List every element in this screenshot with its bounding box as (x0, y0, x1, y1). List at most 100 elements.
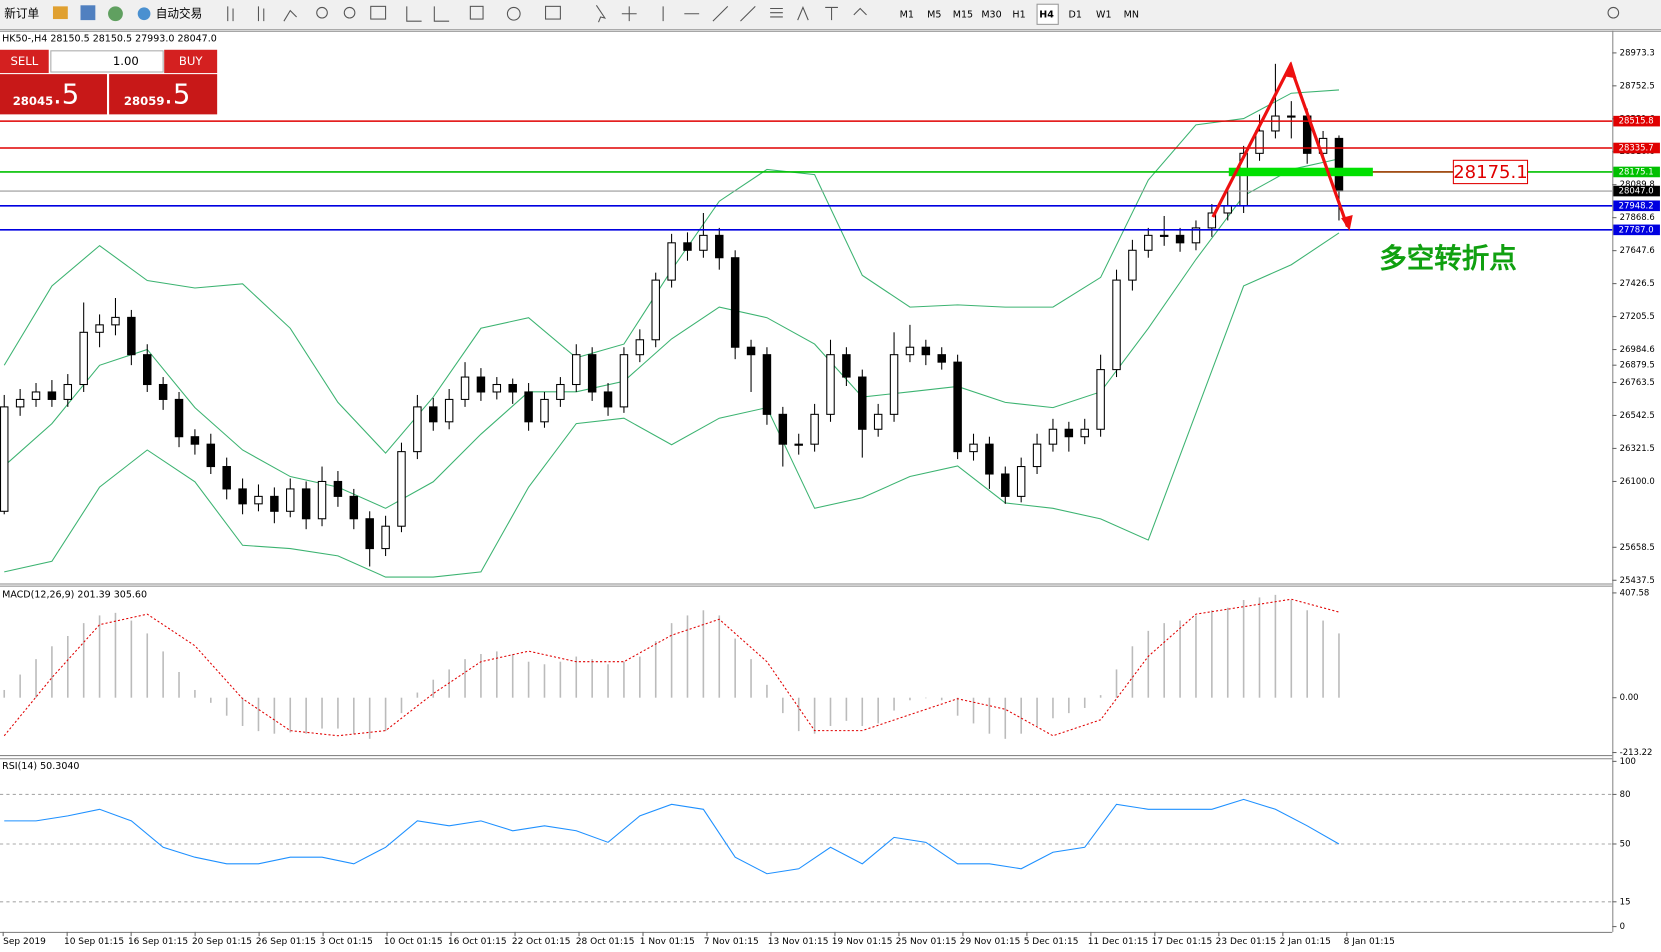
volume-value[interactable]: 1.00 (113, 54, 139, 68)
macd-bar (194, 689, 196, 698)
volume-field[interactable] (50, 50, 164, 73)
buy-price[interactable]: 28059 (124, 94, 165, 108)
candle-body (826, 354, 835, 415)
timeframe-button[interactable]: D1 (1069, 9, 1082, 20)
candle-body (1207, 212, 1217, 229)
tile[interactable] (370, 5, 387, 20)
macd-bar (1338, 633, 1340, 698)
icon[interactable] (80, 5, 96, 21)
indicators[interactable] (469, 5, 484, 20)
macd-bar (400, 697, 403, 714)
timeframe-button[interactable]: M15 (953, 9, 973, 20)
zoom-in[interactable] (316, 6, 328, 19)
candle-body (873, 413, 883, 430)
macd-bar (956, 697, 959, 716)
candle-body (699, 234, 708, 251)
macd-bar (829, 697, 832, 726)
buy-label[interactable]: BUY (179, 54, 204, 68)
search[interactable] (1607, 6, 1620, 19)
sell-price[interactable]: 28045 (13, 94, 54, 108)
candle-body (429, 406, 438, 423)
macd-bar (1083, 697, 1086, 708)
price-level-label: 28335.7 (1619, 143, 1654, 153)
timeframe-button[interactable]: H4 (1039, 9, 1054, 20)
templates[interactable] (545, 5, 561, 20)
candle-body (667, 242, 676, 281)
macd-bar (1195, 615, 1197, 698)
timeframe-button[interactable]: M5 (927, 9, 941, 20)
cursor[interactable] (595, 5, 607, 23)
toolbar (0, 0, 1661, 30)
macd-bar (67, 635, 69, 698)
scroll-icons[interactable] (406, 6, 450, 22)
y-tick-label: 100 (1620, 756, 1636, 766)
candle-body (413, 406, 422, 453)
candle-body (969, 443, 978, 453)
macd-bar (146, 633, 149, 698)
macd-bar (1258, 597, 1261, 698)
macd-bar (432, 679, 435, 698)
macd-bar (225, 697, 228, 716)
auto-trading-button[interactable]: 自动交易 (156, 6, 203, 20)
zoom-out[interactable] (343, 6, 356, 19)
candle-body (858, 376, 867, 430)
price-level-tag (1613, 200, 1660, 212)
macd-bar (210, 697, 212, 703)
draw-tools[interactable] (621, 5, 783, 22)
candle-body (762, 354, 772, 415)
candle-body (190, 436, 200, 445)
macd-bar (893, 697, 895, 711)
candle-body (730, 257, 740, 348)
sell-price-box[interactable] (0, 74, 107, 115)
timeframe-button[interactable]: MN (1124, 9, 1139, 20)
icon[interactable] (108, 6, 123, 22)
x-tick-label: 26 Sep 01:15 (256, 937, 316, 947)
candle-body (63, 383, 73, 400)
y-tick-label: 26879.5 (1620, 360, 1655, 370)
auto-trading-icon[interactable] (137, 7, 151, 21)
timeframe-button[interactable]: H1 (1012, 9, 1025, 20)
macd-bar (337, 697, 339, 729)
x-tick-label: 29 Nov 01:15 (960, 937, 1021, 947)
timeframe-button[interactable]: W1 (1096, 9, 1111, 20)
y-tick-label: 27647.6 (1620, 245, 1655, 255)
macd-bar (35, 659, 37, 698)
sell-label[interactable]: SELL (11, 54, 39, 68)
candle-body (317, 480, 327, 520)
sell-button[interactable] (0, 49, 49, 74)
icon[interactable] (52, 6, 68, 20)
macd-bar (289, 697, 292, 733)
macd-bar (321, 697, 323, 729)
y-tick-label: 0.00 (1620, 692, 1639, 702)
candle-body (1223, 205, 1232, 214)
candle-body (810, 413, 819, 445)
turning-point-label: 多空转折点 (1379, 242, 1517, 274)
macd-bar (1163, 623, 1165, 698)
periods[interactable] (506, 6, 521, 21)
buy-price-box[interactable] (109, 74, 218, 115)
macd-bar (241, 697, 244, 726)
chart-type-icons[interactable] (227, 6, 297, 22)
y-tick-label: 27868.6 (1620, 212, 1655, 222)
macd-bar (543, 664, 546, 698)
sell-fraction[interactable]: .5 (53, 78, 79, 110)
candle-body (1271, 115, 1280, 132)
macd-bar (797, 697, 800, 732)
candle-body (953, 361, 962, 453)
x-tick-label: Sep 2019 (3, 937, 46, 947)
price-level-tag (1613, 185, 1660, 197)
macd-bar (686, 615, 689, 698)
timeframe-button[interactable]: M1 (900, 9, 914, 20)
new-order-button[interactable]: 新订单 (4, 6, 39, 20)
candle-body (619, 354, 629, 408)
timeframe-button[interactable]: M30 (981, 9, 1001, 20)
x-tick-label: 25 Nov 01:15 (896, 937, 957, 947)
buy-fraction[interactable]: .5 (164, 78, 190, 110)
candle-body (1080, 428, 1089, 438)
buy-button[interactable] (164, 49, 218, 74)
y-tick-label: 28089.8 (1620, 179, 1655, 189)
macd-bar (162, 651, 164, 698)
text-tools[interactable] (797, 6, 867, 21)
price-level-label: 28047.0 (1619, 186, 1654, 196)
